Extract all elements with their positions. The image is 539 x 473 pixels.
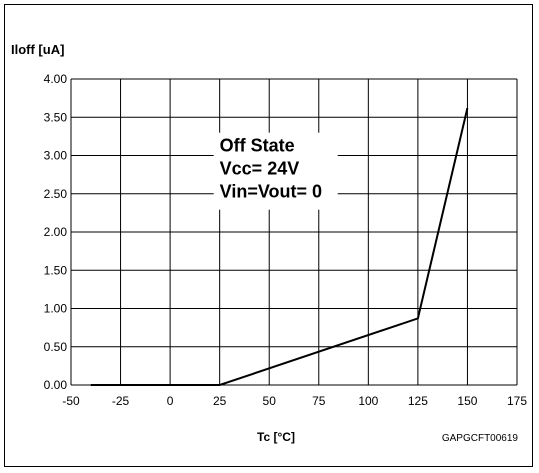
x-tick-label: 175 xyxy=(507,394,527,408)
x-tick-label: 0 xyxy=(167,394,174,408)
x-tick-label: 25 xyxy=(213,394,227,408)
y-tick-label: 2.00 xyxy=(44,225,68,239)
x-tick-label: 100 xyxy=(358,394,378,408)
series-line xyxy=(90,107,469,386)
x-tick-label: 75 xyxy=(312,394,326,408)
annotation-line: Vcc= 24V xyxy=(220,159,300,179)
x-axis-label: Tc [°C] xyxy=(257,430,295,444)
x-tick-label: 50 xyxy=(263,394,277,408)
x-tick-label: -50 xyxy=(62,394,80,408)
y-tick-label: 3.50 xyxy=(44,110,68,124)
x-tick-labels: -50 -25 0 25 50 75 100 125 150 175 xyxy=(62,394,527,408)
figure-code: GAPGCFT00619 xyxy=(442,433,519,444)
y-tick-label: 3.00 xyxy=(44,149,68,163)
y-tick-label: 0.50 xyxy=(44,340,68,354)
annotation-background xyxy=(213,132,338,210)
chart: Iloff [uA] -50 -25 0 25 50 75 100 125 150 175 0.0… xyxy=(11,42,527,444)
annotation: Off State Vcc= 24V Vin=Vout= 0 xyxy=(220,136,322,202)
x-tick-label: -25 xyxy=(112,394,130,408)
annotation-line: Off State xyxy=(220,136,295,156)
y-tick-labels: 0.00 0.50 1.00 1.50 2.00 2.50 3.00 3.50 4.00 xyxy=(44,72,68,392)
y-tick-label: 2.50 xyxy=(44,187,68,201)
y-axis-label: Iloff [uA] xyxy=(11,42,64,57)
y-tick-label: 0.00 xyxy=(44,378,68,392)
y-tick-label: 4.00 xyxy=(44,72,68,86)
y-tick-label: 1.00 xyxy=(44,302,68,316)
x-tick-label: 150 xyxy=(457,394,477,408)
annotation-line: Vin=Vout= 0 xyxy=(220,182,322,202)
grid xyxy=(70,78,518,386)
y-tick-label: 1.50 xyxy=(44,263,68,277)
chart-frame: Iloff [uA] -50 -25 0 25 50 75 100 125 150 175 0.0… xyxy=(4,4,533,467)
x-tick-label: 125 xyxy=(408,394,428,408)
